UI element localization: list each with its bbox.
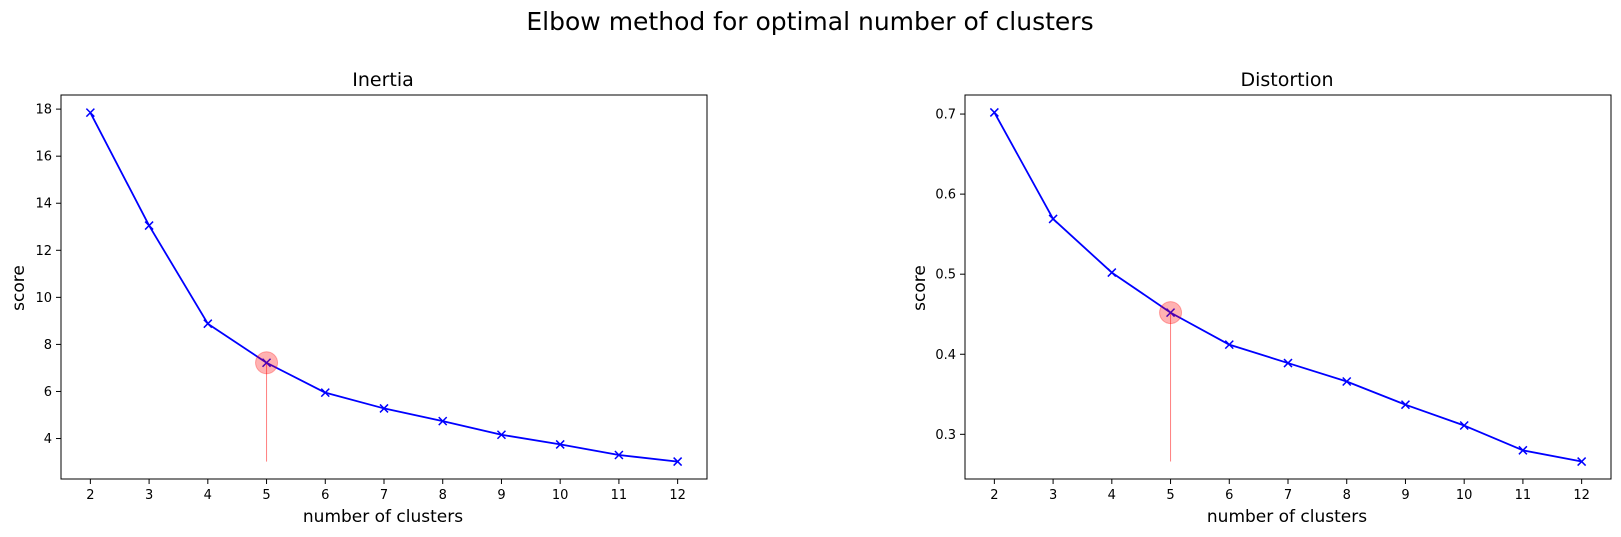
distortion-x-tick-label: 9: [1401, 488, 1409, 503]
inertia-data-point: [320, 388, 330, 398]
distortion-x-axis-label: number of clusters: [1207, 507, 1367, 527]
distortion-y-tick-label: 0.3: [935, 428, 956, 443]
distortion-x-tick-label: 6: [1225, 488, 1233, 503]
inertia-data-point: [614, 450, 624, 460]
distortion-axes-frame: [964, 94, 1612, 480]
figure-suptitle: Elbow method for optimal number of clust…: [526, 7, 1093, 36]
inertia-y-tick-label: 10: [35, 291, 52, 306]
inertia-x-tick-label: 5: [262, 488, 270, 503]
inertia-y-tick-label: 14: [35, 197, 52, 212]
inertia-x-tick-label: 3: [145, 488, 153, 503]
distortion-x-tick-label: 7: [1284, 488, 1292, 503]
distortion-x-tick-label: 11: [1515, 488, 1532, 503]
inertia-y-axis-label: score: [9, 265, 29, 311]
inertia-data-point: [203, 319, 213, 329]
inertia-x-tick-label: 9: [497, 488, 505, 503]
inertia-x-tick-label: 12: [669, 488, 686, 503]
inertia-subplot: Inertia number of clusters score 2 3 4 5 6 7 8…: [9, 69, 708, 527]
inertia-y-tick-label: 18: [35, 103, 52, 118]
inertia-x-tick-label: 10: [552, 488, 569, 503]
inertia-y-tick-label: 8: [44, 338, 52, 353]
distortion-data-point: [1166, 308, 1176, 318]
inertia-y-tick-label: 12: [35, 244, 52, 259]
inertia-data-point: [438, 416, 448, 426]
distortion-y-tick-label: 0.5: [935, 268, 956, 283]
distortion-data-point: [1518, 445, 1528, 455]
distortion-data-point: [1400, 400, 1410, 410]
distortion-data-point: [989, 107, 999, 117]
inertia-x-tick-label: 8: [439, 488, 447, 503]
inertia-x-tick-label: 11: [611, 488, 628, 503]
distortion-elbow-marker: [1159, 301, 1183, 325]
distortion-x-tick-label: 2: [990, 488, 998, 503]
inertia-x-tick-label: 6: [321, 488, 329, 503]
inertia-y-tick-label: 16: [35, 150, 52, 165]
inertia-data-point: [673, 457, 683, 467]
inertia-data-point: [144, 221, 154, 231]
inertia-elbow-marker: [255, 351, 279, 375]
distortion-x-tick-label: 10: [1456, 488, 1473, 503]
inertia-title: Inertia: [352, 69, 414, 91]
inertia-x-axis-label: number of clusters: [303, 507, 463, 527]
inertia-axes-frame: [60, 94, 708, 480]
distortion-data-point: [1224, 340, 1234, 350]
inertia-x-tick-label: 2: [86, 488, 94, 503]
distortion-subplot: Distortion number of clusters score 2 3 4 5…: [910, 69, 1612, 527]
inertia-x-tick-label: 4: [204, 488, 212, 503]
distortion-data-point: [1342, 376, 1352, 387]
inertia-x-tick-label: 7: [380, 488, 388, 503]
inertia-data-point: [555, 439, 565, 449]
distortion-y-tick-label: 0.7: [935, 108, 956, 123]
distortion-series-line: [993, 112, 1582, 463]
inertia-data-point: [496, 430, 506, 440]
inertia-y-tick-label: 4: [44, 432, 52, 447]
distortion-title: Distortion: [1240, 69, 1333, 91]
distortion-data-point: [1107, 268, 1117, 278]
distortion-y-tick-label: 0.4: [935, 348, 956, 363]
distortion-y-axis-label: score: [910, 265, 930, 311]
inertia-data-point: [379, 403, 389, 413]
distortion-x-tick-label: 12: [1573, 488, 1590, 503]
distortion-x-tick-label: 8: [1343, 488, 1351, 503]
distortion-data-point: [1577, 457, 1587, 467]
distortion-x-tick-label: 3: [1049, 488, 1057, 503]
distortion-data-point: [1459, 420, 1469, 431]
inertia-y-tick-label: 6: [44, 385, 52, 400]
distortion-data-point: [1048, 214, 1058, 224]
inertia-data-point: [262, 358, 272, 368]
distortion-data-point: [1283, 358, 1293, 368]
inertia-data-point: [85, 108, 95, 118]
distortion-x-tick-label: 5: [1166, 488, 1174, 503]
distortion-x-tick-label: 4: [1108, 488, 1116, 503]
distortion-y-tick-label: 0.6: [935, 188, 956, 203]
